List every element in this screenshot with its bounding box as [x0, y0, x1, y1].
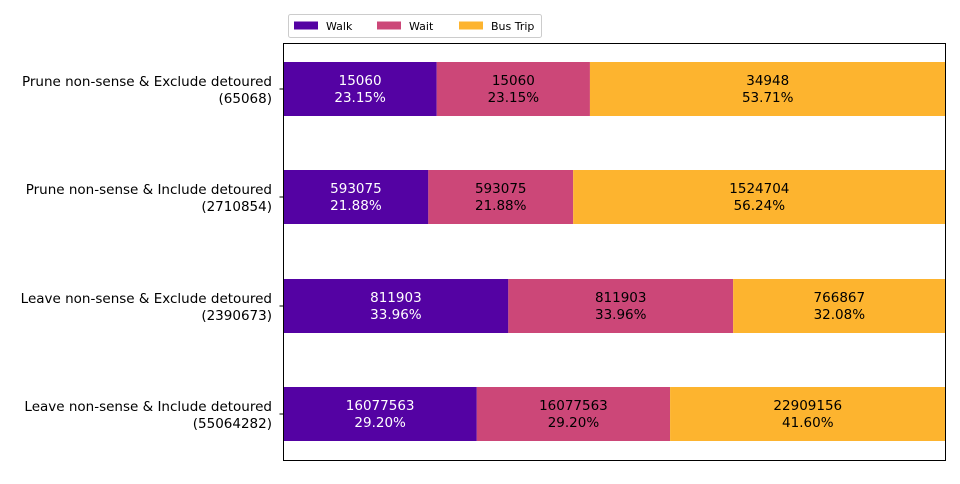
- legend-box: [288, 14, 542, 38]
- data-label-percent: 33.96%: [595, 307, 647, 323]
- data-label-percent: 56.24%: [734, 198, 786, 214]
- bar-bus-trip-1: [573, 170, 946, 224]
- data-label-value: 593075: [330, 181, 382, 197]
- y-tick-label-count: (65068): [219, 91, 272, 107]
- data-label-percent: 21.88%: [475, 198, 527, 214]
- legend-swatch-bus-trip: [459, 21, 483, 30]
- data-label-value: 811903: [595, 290, 647, 306]
- legend-label: Walk: [326, 20, 353, 33]
- bar-bus-trip-0: [589, 62, 946, 116]
- data-label-percent: 21.88%: [330, 198, 382, 214]
- bar-wait-3: [476, 387, 671, 441]
- legend-swatch-walk: [294, 21, 318, 30]
- data-label-value: 15060: [492, 73, 535, 89]
- data-label-value: 811903: [370, 290, 422, 306]
- bar-bus-trip-2: [733, 279, 946, 333]
- bar-labels: 1506023.15%1506023.15%3494853.71%5930752…: [330, 73, 865, 431]
- y-axis: Prune non-sense & Exclude detoured(65068…: [21, 74, 284, 432]
- data-label-value: 1524704: [729, 181, 789, 197]
- data-label-percent: 23.15%: [334, 90, 386, 106]
- bar-wait-2: [508, 279, 734, 333]
- plot-frame: [283, 43, 946, 461]
- y-tick-label: Leave non-sense & Include detoured: [24, 399, 272, 415]
- y-tick-label: Prune non-sense & Include detoured: [26, 182, 272, 198]
- data-label-percent: 23.15%: [488, 90, 540, 106]
- bars: [283, 62, 946, 441]
- y-tick-label: Leave non-sense & Exclude detoured: [21, 291, 272, 307]
- legend: Walk Wait Bus Trip: [288, 14, 542, 38]
- legend-label: Bus Trip: [491, 20, 534, 33]
- bar-wait-0: [436, 62, 590, 116]
- bar-wait-1: [428, 170, 574, 224]
- data-label-percent: 32.08%: [814, 307, 866, 323]
- data-label-percent: 33.96%: [370, 307, 422, 323]
- y-tick-label-count: (55064282): [193, 416, 272, 432]
- data-label-value: 766867: [814, 290, 866, 306]
- y-tick-label-count: (2390673): [201, 308, 272, 324]
- bar-bus-trip-3: [670, 387, 946, 441]
- data-label-value: 16077563: [539, 398, 608, 414]
- y-tick-label: Prune non-sense & Exclude detoured: [22, 74, 272, 90]
- data-label-value: 22909156: [773, 398, 842, 414]
- data-label-percent: 53.71%: [742, 90, 794, 106]
- data-label-value: 34948: [746, 73, 789, 89]
- data-label-value: 16077563: [346, 398, 415, 414]
- bar-walk-2: [283, 279, 509, 333]
- data-label-value: 15060: [339, 73, 382, 89]
- data-label-percent: 41.60%: [782, 415, 834, 431]
- bar-walk-0: [283, 62, 437, 116]
- y-tick-label-count: (2710854): [201, 199, 272, 215]
- legend-swatch-wait: [377, 21, 401, 30]
- bar-walk-3: [283, 387, 477, 441]
- bar-walk-1: [283, 170, 429, 224]
- data-label-percent: 29.20%: [354, 415, 406, 431]
- data-label-percent: 29.20%: [548, 415, 600, 431]
- legend-label: Wait: [409, 20, 434, 33]
- data-label-value: 593075: [475, 181, 527, 197]
